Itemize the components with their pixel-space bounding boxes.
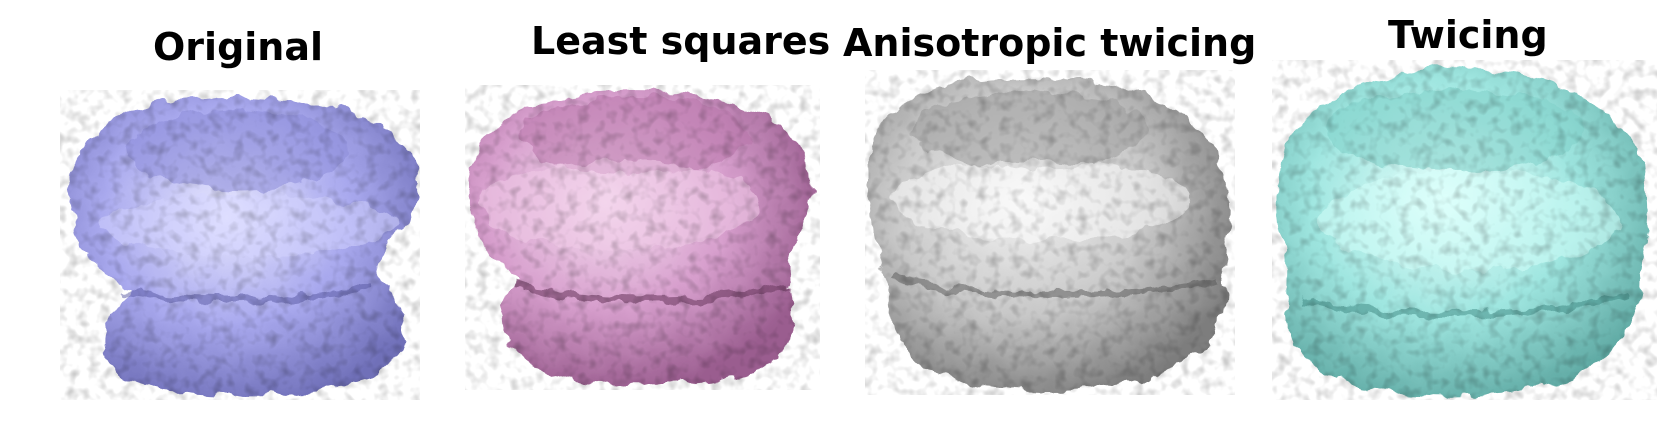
panel-title-original: Original [153,25,324,69]
panel-title-twicing: Twicing [1388,13,1548,57]
panel-title-least-squares: Least squares [531,19,831,63]
panel-title-anisotropic-twicing: Anisotropic twicing [843,21,1257,65]
surface-texture [60,60,1657,400]
